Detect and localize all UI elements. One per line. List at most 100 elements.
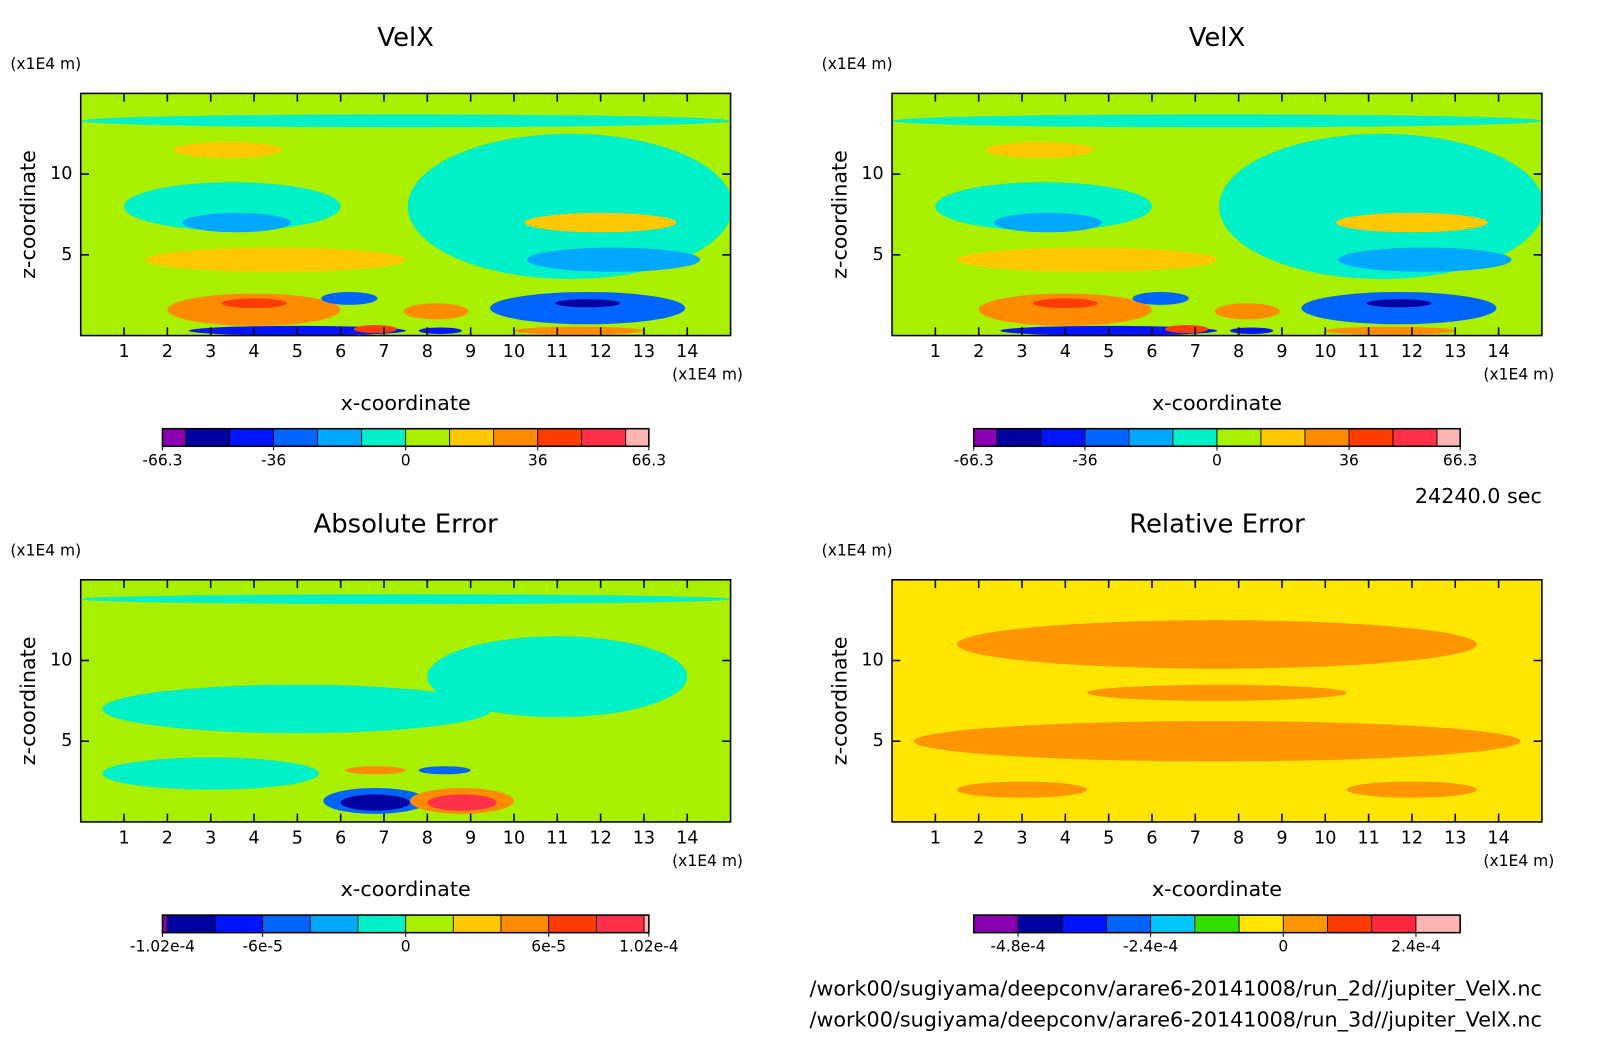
- colorbar-tick-label: -66.3: [142, 451, 182, 469]
- y-unit: (x1E4 m): [822, 541, 893, 559]
- colorbar-segment: [581, 428, 627, 447]
- contour-region: [80, 594, 731, 604]
- y-axis-label: z-coordinate: [16, 637, 40, 766]
- colorbar-segment: [996, 428, 1042, 447]
- colorbar-segment: [973, 428, 998, 447]
- colorbar-tick-label: 6e-5: [531, 938, 566, 956]
- contour-region: [80, 114, 731, 128]
- x-tick-label: 2: [973, 828, 984, 848]
- x-tick-label: 3: [1016, 828, 1027, 848]
- contour-region: [1301, 291, 1497, 325]
- y-tick-label: 5: [61, 731, 72, 751]
- panel-title: VelX: [1189, 23, 1246, 53]
- colorbar-tick-label: -4.8e-4: [990, 938, 1045, 956]
- colorbar-segment: [452, 914, 502, 934]
- colorbar-segment: [1371, 914, 1417, 934]
- contour-region: [173, 141, 283, 158]
- x-tick-label: 10: [1314, 828, 1336, 848]
- colorbar-tick-label: 0: [1278, 938, 1288, 956]
- contour-region: [957, 620, 1477, 669]
- panel: Relative Error (x1E4 m) (x1E4 m) z-coordina…: [822, 509, 1555, 955]
- x-tick-label: 6: [335, 828, 346, 848]
- colorbar-segment: [449, 428, 495, 447]
- colorbar-segment: [317, 428, 363, 447]
- colorbar-segment: [500, 914, 550, 934]
- colorbar-segment: [185, 428, 231, 447]
- colorbar-segment: [1194, 914, 1240, 934]
- x-tick-label: 5: [1103, 828, 1114, 848]
- contour-region: [124, 182, 341, 231]
- colorbar-tick-label: 66.3: [632, 451, 667, 469]
- x-tick-label: 7: [1190, 342, 1201, 362]
- contour-region: [1366, 299, 1432, 308]
- colorbar-segment: [1017, 914, 1063, 934]
- y-tick-label: 10: [861, 650, 883, 670]
- colorbar-segment: [1061, 914, 1107, 934]
- x-tick-label: 10: [503, 342, 525, 362]
- y-unit: (x1E4 m): [822, 55, 893, 73]
- x-tick-label: 10: [1314, 342, 1336, 362]
- x-axis-label: x-coordinate: [341, 391, 471, 415]
- colorbar-tick-label: 1.02e-4: [619, 938, 679, 956]
- contour-region: [102, 684, 493, 734]
- x-tick-label: 5: [292, 342, 303, 362]
- contour-region: [1338, 247, 1512, 272]
- contour-region: [957, 247, 1217, 272]
- x-tick-label: 8: [422, 342, 433, 362]
- colorbar-segment: [973, 914, 1019, 934]
- x-tick-label: 11: [1357, 828, 1379, 848]
- colorbar-segment: [361, 428, 407, 447]
- x-tick-label: 1: [930, 828, 941, 848]
- x-tick-label: 1: [930, 342, 941, 362]
- y-axis-label: z-coordinate: [16, 150, 40, 279]
- x-tick-label: 11: [1357, 342, 1379, 362]
- panel: VelX (x1E4 m) (x1E4 m) z-coordinate x-coordi…: [822, 23, 1555, 469]
- colorbar-segment: [1304, 428, 1350, 447]
- x-tick-label: 3: [205, 342, 216, 362]
- file-path: /work00/sugiyama/deepconv/arare6-2014100…: [810, 977, 1542, 1002]
- contour-region: [418, 766, 471, 775]
- colorbar-segment: [405, 428, 451, 447]
- x-tick-label: 13: [1444, 828, 1466, 848]
- field: [80, 579, 731, 822]
- contour-region: [978, 293, 1152, 326]
- x-tick-label: 2: [162, 342, 173, 362]
- x-tick-label: 4: [1060, 342, 1071, 362]
- x-axis-label: x-coordinate: [1152, 877, 1282, 901]
- x-axis-label: x-coordinate: [341, 877, 471, 901]
- colorbar-tick-label: -2.4e-4: [1123, 938, 1178, 956]
- colorbar-segment: [595, 914, 645, 934]
- y-tick-label: 10: [50, 164, 72, 184]
- contour-region: [427, 794, 497, 811]
- colorbar-tick-label: 0: [401, 451, 411, 469]
- plot-frame: [891, 92, 1543, 337]
- x-tick-label: 14: [1487, 342, 1509, 362]
- x-tick-label: 14: [676, 828, 698, 848]
- y-unit: (x1E4 m): [10, 55, 81, 73]
- colorbar-segment: [273, 428, 319, 447]
- y-tick-label: 5: [61, 245, 72, 265]
- contour-region: [913, 721, 1521, 762]
- panel-title: Absolute Error: [314, 509, 499, 539]
- y-unit: (x1E4 m): [10, 541, 81, 559]
- colorbar-tick-label: -1.02e-4: [130, 938, 195, 956]
- x-tick-label: 8: [1233, 342, 1244, 362]
- x-tick-label: 7: [378, 828, 389, 848]
- x-tick-label: 6: [335, 342, 346, 362]
- colorbar-tick-label: -66.3: [954, 451, 994, 469]
- contour-region: [353, 325, 397, 334]
- colorbar-tick-label: 2.4e-4: [1391, 938, 1441, 956]
- colorbar-segment: [405, 914, 454, 934]
- x-tick-label: 6: [1146, 342, 1157, 362]
- field: [892, 579, 1542, 822]
- colorbar-segment: [1436, 428, 1461, 447]
- x-unit: (x1E4 m): [1483, 365, 1554, 383]
- colorbar-segment: [229, 428, 275, 447]
- contour-region: [1164, 325, 1209, 334]
- colorbar-segment: [548, 914, 597, 934]
- colorbar-frame: [973, 914, 1461, 934]
- colorbar-segment: [357, 914, 407, 934]
- colorbar-tick-label: 36: [528, 451, 548, 469]
- x-tick-label: 13: [633, 828, 655, 848]
- x-tick-label: 9: [1276, 828, 1287, 848]
